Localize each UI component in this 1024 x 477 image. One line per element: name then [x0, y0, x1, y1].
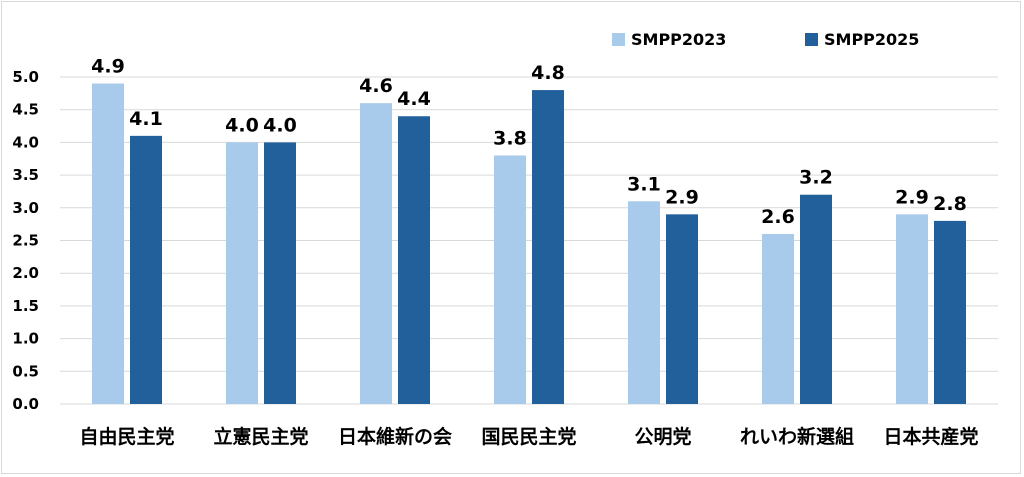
data-label: 3.2 [799, 167, 833, 189]
legend: SMPP2023 SMPP2025 [612, 30, 919, 49]
bar-smpp2025 [532, 90, 564, 404]
data-label: 2.9 [665, 186, 699, 208]
data-label: 3.1 [627, 173, 661, 195]
legend-swatch [805, 33, 818, 46]
x-axis-categories: 自由民主党 立憲民主党 日本維新の会 国民民主党 公明党 れいわ新選組 日本共産党 [79, 425, 978, 448]
bar-smpp2025 [130, 135, 162, 405]
data-label: 2.6 [761, 206, 795, 228]
bar-smpp2025 [264, 142, 296, 404]
data-label: 3.8 [493, 127, 527, 149]
bars [92, 83, 966, 405]
legend-swatch [612, 33, 625, 46]
y-axis-ticks: 0.0 0.5 1.0 1.5 2.0 2.5 3.0 3.5 4.0 4.5 5.0 [12, 68, 39, 413]
y-tick-label: 0.0 [12, 395, 39, 413]
bar-smpp2025 [800, 194, 832, 404]
data-label: 4.9 [91, 56, 125, 78]
data-label: 4.0 [225, 114, 259, 136]
bar-smpp2025 [398, 116, 430, 405]
x-category-label: れいわ新選組 [740, 425, 854, 448]
y-tick-label: 0.5 [12, 362, 39, 380]
legend-label: SMPP2025 [824, 30, 919, 49]
data-label: 4.0 [263, 114, 297, 136]
legend-label: SMPP2023 [631, 30, 726, 49]
gridlines [60, 76, 998, 405]
bar-smpp2025 [934, 220, 966, 404]
x-category-label: 公明党 [634, 425, 691, 448]
y-tick-label: 1.5 [12, 297, 39, 315]
bar-smpp2023 [226, 142, 258, 404]
x-category-label: 自由民主党 [79, 425, 174, 448]
y-tick-label: 5.0 [12, 68, 39, 86]
data-label: 4.8 [531, 62, 565, 84]
data-labels: 4.94.1 4.0 4.04.64.43.84.83.12.92.63.22.9 2… [91, 56, 967, 228]
bar-smpp2023 [92, 83, 124, 404]
data-label: 4.6 [359, 75, 393, 97]
bar-smpp2025 [666, 214, 698, 404]
x-category-label: 国民民主党 [481, 425, 576, 448]
data-label: 4.1 [129, 108, 163, 130]
x-category-label: 日本共産党 [883, 425, 978, 448]
y-tick-label: 2.0 [12, 264, 39, 282]
y-tick-label: 1.0 [12, 330, 39, 348]
y-tick-label: 3.5 [12, 166, 39, 184]
bar-smpp2023 [628, 201, 660, 404]
y-tick-label: 3.0 [12, 199, 39, 217]
y-tick-label: 4.5 [12, 101, 39, 119]
bar-smpp2023 [494, 155, 526, 404]
y-tick-label: 4.0 [12, 133, 39, 151]
x-category-label: 立憲民主党 [213, 425, 308, 448]
data-label: 2.9 [895, 186, 929, 208]
bar-smpp2023 [360, 103, 392, 404]
data-label: 4.4 [397, 88, 431, 110]
y-tick-label: 2.5 [12, 232, 39, 250]
bar-smpp2023 [762, 233, 794, 404]
data-label: 2.8 [933, 193, 967, 215]
bar-smpp2023 [896, 214, 928, 404]
x-category-label: 日本維新の会 [338, 425, 452, 448]
